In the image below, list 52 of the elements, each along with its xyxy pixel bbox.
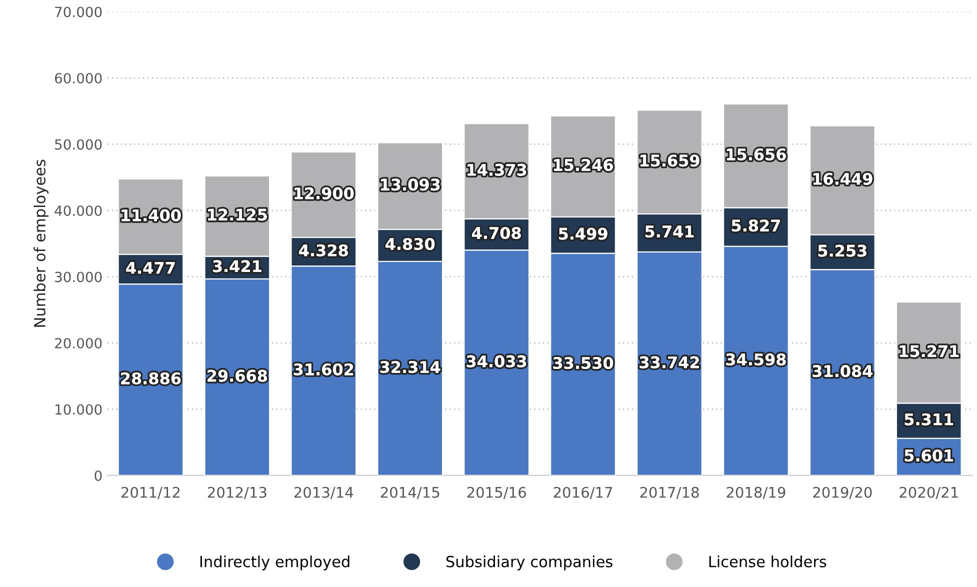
x-tick-label: 2015/16 [467,486,526,500]
legend-label: Indirectly employed [200,556,350,570]
data-label: 34.033 [466,355,526,368]
data-label: 5.499 [559,228,608,240]
data-label: 15.656 [726,148,786,160]
data-label: 12.125 [208,208,267,221]
data-label: 15.659 [640,154,700,167]
y-tick-label: 30.000 [55,272,102,282]
data-label: 5.253 [818,244,866,257]
y-tick-label: 20.000 [55,338,102,348]
data-label: 14.373 [468,164,526,176]
data-label: 4.830 [386,238,435,250]
data-label: 4.708 [472,226,521,240]
y-tick-label: 10.000 [56,404,102,415]
data-label: 15.271 [900,345,959,358]
data-label: 34.598 [726,353,786,366]
y-tick-label: 0 [94,470,102,481]
x-tick-label: 2012/13 [208,486,266,500]
y-axis-title: Number of employees [34,160,48,327]
data-label: 31.602 [294,363,354,376]
data-label: 5.601 [904,449,954,462]
x-tick-label: 2011/12 [121,486,180,500]
data-label: 5.827 [732,220,780,232]
data-label: 33.530 [553,356,614,370]
x-tick-label: 2019/20 [813,486,872,500]
data-label: 3.421 [212,260,262,272]
data-label: 5.311 [904,413,954,426]
y-tick-label: 50.000 [55,139,102,150]
data-label: 15.246 [554,158,613,172]
y-tick-label: 40.000 [54,205,102,216]
data-label: 31.084 [812,365,873,378]
data-label: 5.741 [645,226,694,238]
legend-label: License holders [709,556,826,568]
y-tick-label: 60.000 [54,72,102,84]
data-label: 12.900 [294,187,354,200]
data-label: 16.449 [813,172,872,185]
data-label: 29.668 [208,370,267,382]
data-label: 28.886 [121,372,181,384]
x-tick-label: 2020/21 [900,486,958,500]
data-label: 4.328 [299,244,348,256]
y-tick-label: 70.000 [55,6,102,18]
data-label: 11.400 [122,209,181,222]
legend-label: Subsidiary companies [446,556,612,570]
data-label: 32.314 [380,360,440,374]
data-label: 33.742 [640,356,699,368]
data-label: 4.477 [126,262,175,274]
x-tick-label: 2018/19 [726,486,786,500]
x-tick-label: 2014/15 [380,486,440,500]
x-tick-label: 2013/14 [294,486,354,500]
x-tick-label: 2017/18 [640,486,699,500]
x-tick-label: 2016/17 [554,486,612,500]
data-label: 13.093 [381,178,440,191]
